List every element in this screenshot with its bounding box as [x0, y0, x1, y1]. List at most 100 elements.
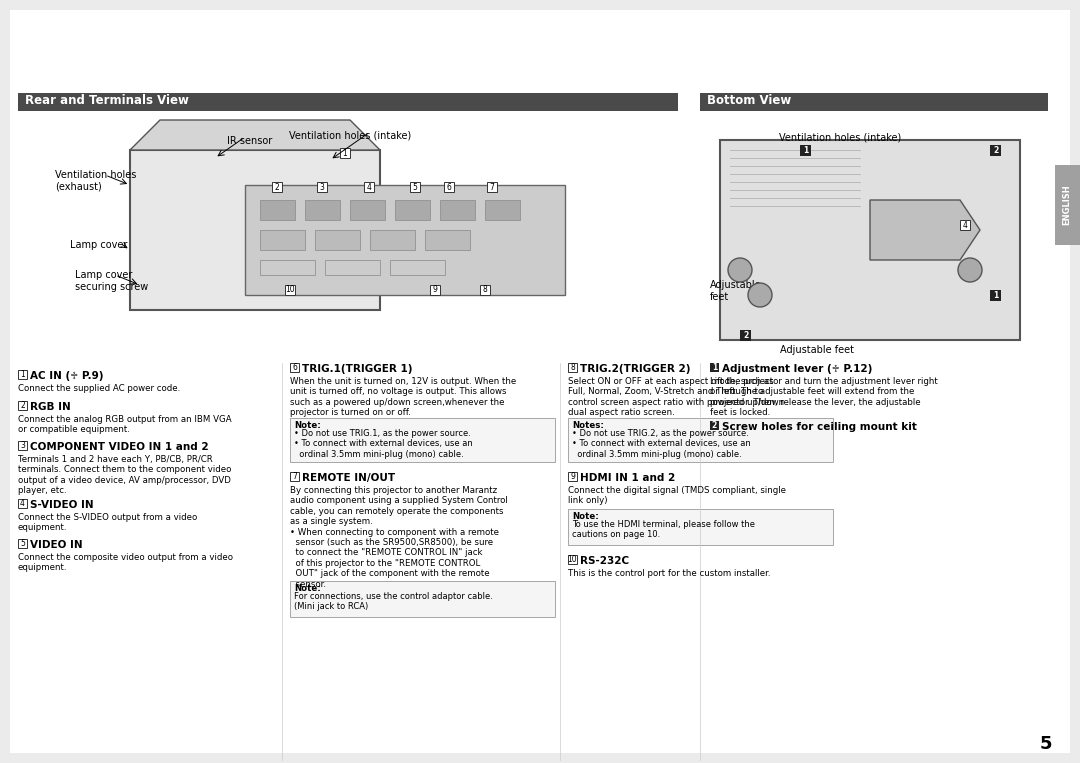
Text: Bottom View: Bottom View — [707, 94, 792, 107]
Bar — [487, 182, 497, 192]
Bar — [340, 148, 350, 158]
Text: REMOTE IN/OUT: REMOTE IN/OUT — [302, 473, 395, 483]
Text: 4: 4 — [962, 221, 968, 230]
Bar — [480, 285, 490, 295]
Bar — [285, 285, 295, 295]
Text: Note:: Note: — [572, 512, 598, 521]
Text: 1: 1 — [21, 370, 25, 379]
Bar — [740, 330, 751, 341]
Text: S-VIDEO IN: S-VIDEO IN — [30, 500, 94, 510]
Text: 3: 3 — [320, 182, 324, 192]
Text: 9: 9 — [433, 285, 437, 295]
Text: Lamp cover: Lamp cover — [70, 240, 127, 250]
Bar — [350, 200, 384, 220]
Bar — [18, 401, 27, 410]
Bar — [390, 260, 445, 275]
Text: Ventilation holes (intake): Ventilation holes (intake) — [779, 133, 901, 143]
Bar — [568, 418, 833, 462]
Bar — [260, 230, 305, 250]
Circle shape — [748, 283, 772, 307]
Text: 8: 8 — [483, 285, 487, 295]
Text: 5: 5 — [21, 539, 25, 548]
Text: 6: 6 — [292, 363, 297, 372]
Text: Lift the projector and turn the adjustment lever right
or left. The adjustable f: Lift the projector and turn the adjustme… — [710, 377, 937, 417]
Bar — [444, 182, 454, 192]
Text: 7: 7 — [489, 182, 495, 192]
Text: ENGLISH: ENGLISH — [1063, 185, 1071, 225]
Text: VIDEO IN: VIDEO IN — [30, 540, 83, 550]
Bar — [990, 145, 1001, 156]
Text: 6: 6 — [446, 182, 451, 192]
Text: 5: 5 — [413, 182, 418, 192]
Text: Connect the S-VIDEO output from a video
equipment.: Connect the S-VIDEO output from a video … — [18, 513, 198, 533]
Bar — [960, 220, 970, 230]
Bar — [305, 200, 340, 220]
Circle shape — [958, 258, 982, 282]
Bar — [260, 200, 295, 220]
Bar — [426, 230, 470, 250]
Bar — [325, 260, 380, 275]
Bar — [710, 421, 719, 430]
Text: HDMI IN 1 and 2: HDMI IN 1 and 2 — [580, 473, 675, 483]
Bar — [568, 472, 577, 481]
Text: 2: 2 — [993, 146, 998, 155]
Text: Adjustable feet: Adjustable feet — [780, 345, 854, 355]
Text: 1: 1 — [802, 146, 808, 155]
Text: Connect the digital signal (TMDS compliant, single
link only): Connect the digital signal (TMDS complia… — [568, 486, 786, 505]
Text: Screw holes for ceiling mount kit: Screw holes for ceiling mount kit — [723, 422, 917, 432]
Bar — [18, 499, 27, 508]
Bar — [18, 93, 678, 111]
Text: Notes:: Notes: — [572, 421, 604, 430]
Text: 5: 5 — [1040, 735, 1053, 753]
Bar — [272, 182, 282, 192]
Bar — [315, 230, 360, 250]
Bar — [318, 182, 327, 192]
Text: 7: 7 — [292, 472, 297, 481]
Text: 3: 3 — [21, 441, 25, 450]
Bar — [291, 581, 555, 617]
Text: RS-232C: RS-232C — [580, 556, 630, 566]
Bar — [395, 200, 430, 220]
Text: TRIG.1(TRIGGER 1): TRIG.1(TRIGGER 1) — [302, 364, 413, 374]
Bar — [710, 363, 719, 372]
Text: Terminals 1 and 2 have each Y, PB/CB, PR/CR
terminals. Connect them to the compo: Terminals 1 and 2 have each Y, PB/CB, PR… — [18, 455, 231, 495]
Text: Adjustment lever (♱ P.12): Adjustment lever (♱ P.12) — [723, 364, 873, 374]
Bar — [568, 555, 577, 564]
Bar — [370, 230, 415, 250]
Text: RGB IN: RGB IN — [30, 402, 71, 412]
Text: Lamp cover
securing screw: Lamp cover securing screw — [75, 270, 148, 291]
Text: Note:: Note: — [294, 584, 321, 593]
Text: Select ON or OFF at each aspect mode, such as
Full, Normal, Zoom, V-Stretch and : Select ON or OFF at each aspect mode, su… — [568, 377, 784, 417]
Polygon shape — [130, 120, 380, 150]
Text: Ventilation holes
(exhaust): Ventilation holes (exhaust) — [55, 170, 136, 192]
Bar — [568, 509, 833, 545]
Text: When the unit is turned on, 12V is output. When the
unit is turned off, no volta: When the unit is turned on, 12V is outpu… — [291, 377, 516, 417]
Text: 1: 1 — [342, 149, 348, 157]
Text: 4: 4 — [21, 499, 25, 508]
Text: AC IN (♱ P.9): AC IN (♱ P.9) — [30, 371, 104, 381]
Text: This is the control port for the custom installer.: This is the control port for the custom … — [568, 569, 770, 578]
Bar — [700, 93, 1048, 111]
Bar — [364, 182, 374, 192]
Bar — [18, 370, 27, 379]
Text: 2: 2 — [21, 401, 25, 410]
Bar — [245, 185, 565, 295]
Text: 2: 2 — [274, 182, 280, 192]
Bar — [485, 200, 519, 220]
Bar — [291, 363, 299, 372]
Text: 10: 10 — [568, 555, 578, 564]
Text: COMPONENT VIDEO IN 1 and 2: COMPONENT VIDEO IN 1 and 2 — [30, 442, 208, 452]
Bar — [440, 200, 475, 220]
Text: 8: 8 — [570, 363, 575, 372]
Polygon shape — [870, 200, 980, 260]
Bar — [990, 290, 1001, 301]
Circle shape — [728, 258, 752, 282]
Text: • Do not use TRIG.1, as the power source.
• To connect with external devices, us: • Do not use TRIG.1, as the power source… — [294, 429, 473, 459]
Text: To use the HDMI terminal, please follow the
cautions on page 10.: To use the HDMI terminal, please follow … — [572, 520, 755, 539]
Text: Adjustable
feet: Adjustable feet — [710, 280, 761, 301]
Text: 2: 2 — [712, 421, 717, 430]
Text: TRIG.2(TRIGGER 2): TRIG.2(TRIGGER 2) — [580, 364, 690, 374]
Text: Connect the analog RGB output from an IBM VGA
or compatible equipment.: Connect the analog RGB output from an IB… — [18, 415, 231, 434]
Text: For connections, use the control adaptor cable.
(Mini jack to RCA): For connections, use the control adaptor… — [294, 592, 492, 611]
Text: Connect the supplied AC power code.: Connect the supplied AC power code. — [18, 384, 180, 393]
